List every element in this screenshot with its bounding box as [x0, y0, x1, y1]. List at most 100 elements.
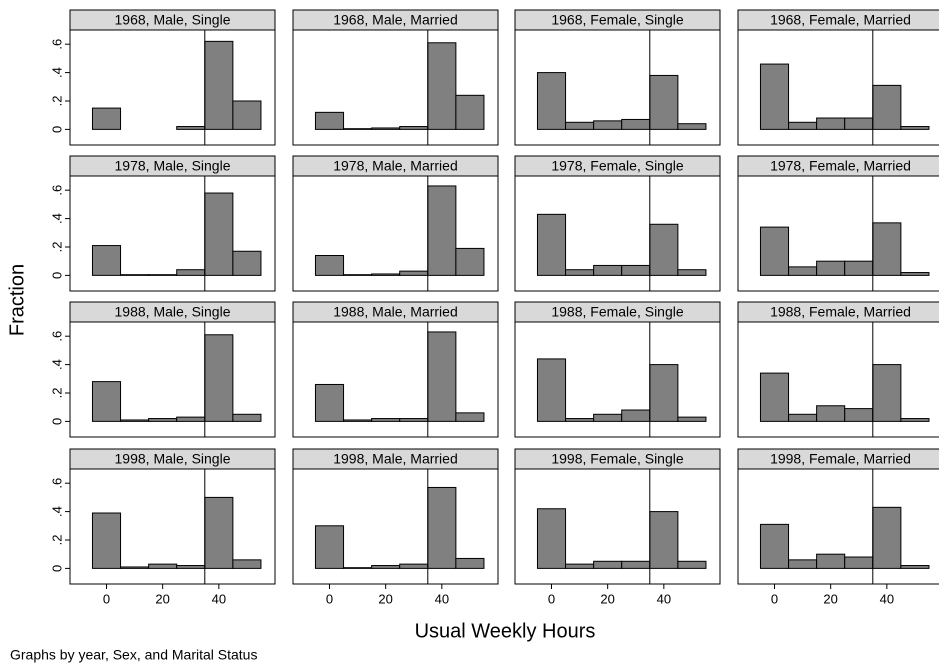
bar — [788, 121, 818, 130]
bar — [788, 413, 818, 422]
panel-title: 1998, Female, Married — [770, 451, 911, 467]
bar — [759, 372, 790, 422]
x-tick-label: 0 — [326, 591, 333, 606]
y-tick-label: 0 — [49, 126, 64, 133]
bar — [314, 255, 345, 276]
bar — [621, 264, 651, 276]
bar — [816, 260, 846, 276]
bar — [816, 553, 846, 569]
panel-title: 1998, Female, Single — [551, 451, 684, 467]
x-tick-label: 0 — [771, 591, 778, 606]
y-tick-label: .4 — [49, 506, 64, 517]
bar — [204, 192, 234, 276]
bar — [343, 274, 373, 276]
bar — [844, 260, 874, 276]
panel-title: 1968, Female, Single — [551, 12, 684, 28]
bar — [621, 560, 651, 569]
y-tick-label: .2 — [49, 388, 64, 399]
y-tick-label: .6 — [49, 478, 64, 489]
bar — [759, 63, 790, 130]
bar — [649, 74, 679, 130]
panel-title: 1968, Female, Married — [770, 12, 911, 28]
bar — [399, 126, 429, 130]
bar — [565, 269, 595, 276]
bar — [120, 419, 150, 422]
y-tick-label: .2 — [49, 96, 64, 107]
bar — [91, 245, 122, 276]
bar — [593, 120, 623, 130]
bar — [677, 416, 707, 422]
bar — [872, 506, 902, 569]
bar — [872, 364, 902, 422]
y-tick-label: .2 — [49, 242, 64, 253]
bar — [232, 250, 262, 276]
bar — [621, 118, 651, 130]
bar — [232, 559, 262, 569]
bar — [788, 266, 818, 276]
bar — [536, 358, 567, 422]
bar — [343, 419, 373, 422]
bar — [816, 405, 846, 422]
x-tick-label: 20 — [823, 591, 837, 606]
x-tick-label: 0 — [103, 591, 110, 606]
panel-title: 1978, Female, Single — [551, 158, 684, 174]
y-tick-label: .6 — [49, 331, 64, 342]
bar — [232, 413, 262, 422]
bar — [900, 418, 930, 422]
bar — [536, 213, 567, 276]
bar — [371, 565, 401, 569]
y-tick-label: .6 — [49, 39, 64, 50]
panel-title: 1988, Male, Married — [333, 304, 458, 320]
panel-title: 1998, Male, Single — [115, 451, 231, 467]
bar — [677, 560, 707, 569]
bar — [816, 117, 846, 130]
bar — [759, 523, 790, 569]
bar — [148, 563, 178, 569]
bar — [371, 418, 401, 422]
bar — [399, 270, 429, 276]
bar — [649, 511, 679, 569]
panel-title: 1968, Male, Single — [115, 12, 231, 28]
panel-title: 1968, Male, Married — [333, 12, 458, 28]
bar — [176, 416, 206, 422]
bar — [427, 185, 457, 276]
bar — [455, 94, 485, 130]
bar — [872, 222, 902, 276]
x-tick-label: 20 — [600, 591, 614, 606]
bar — [844, 556, 874, 569]
panel-title: 1978, Male, Single — [115, 158, 231, 174]
bar — [593, 560, 623, 569]
bar — [232, 100, 262, 130]
bar — [649, 364, 679, 422]
bar — [148, 418, 178, 422]
bar — [399, 418, 429, 422]
bar — [900, 126, 930, 130]
bar — [371, 273, 401, 276]
y-axis-label: Fraction — [6, 264, 28, 336]
bar — [536, 508, 567, 569]
bar — [455, 247, 485, 276]
bar — [176, 565, 206, 569]
bar — [204, 40, 234, 130]
bar — [677, 269, 707, 276]
bar — [314, 111, 345, 130]
bar — [399, 563, 429, 569]
x-tick-label: 40 — [657, 591, 671, 606]
bar — [593, 264, 623, 276]
y-tick-label: .4 — [49, 213, 64, 224]
bar — [371, 127, 401, 130]
x-tick-label: 40 — [212, 591, 226, 606]
bar — [176, 126, 206, 130]
panel-title: 1988, Male, Single — [115, 304, 231, 320]
note: Graphs by year, Sex, and Marital Status — [10, 647, 257, 663]
bar — [120, 274, 150, 276]
bar — [455, 557, 485, 569]
y-tick-label: 0 — [49, 565, 64, 572]
x-tick-label: 0 — [548, 591, 555, 606]
bar — [427, 331, 457, 422]
x-axis-label: Usual Weekly Hours — [415, 620, 596, 642]
y-tick-label: 0 — [49, 418, 64, 425]
y-tick-label: .2 — [49, 535, 64, 546]
bar — [844, 408, 874, 422]
